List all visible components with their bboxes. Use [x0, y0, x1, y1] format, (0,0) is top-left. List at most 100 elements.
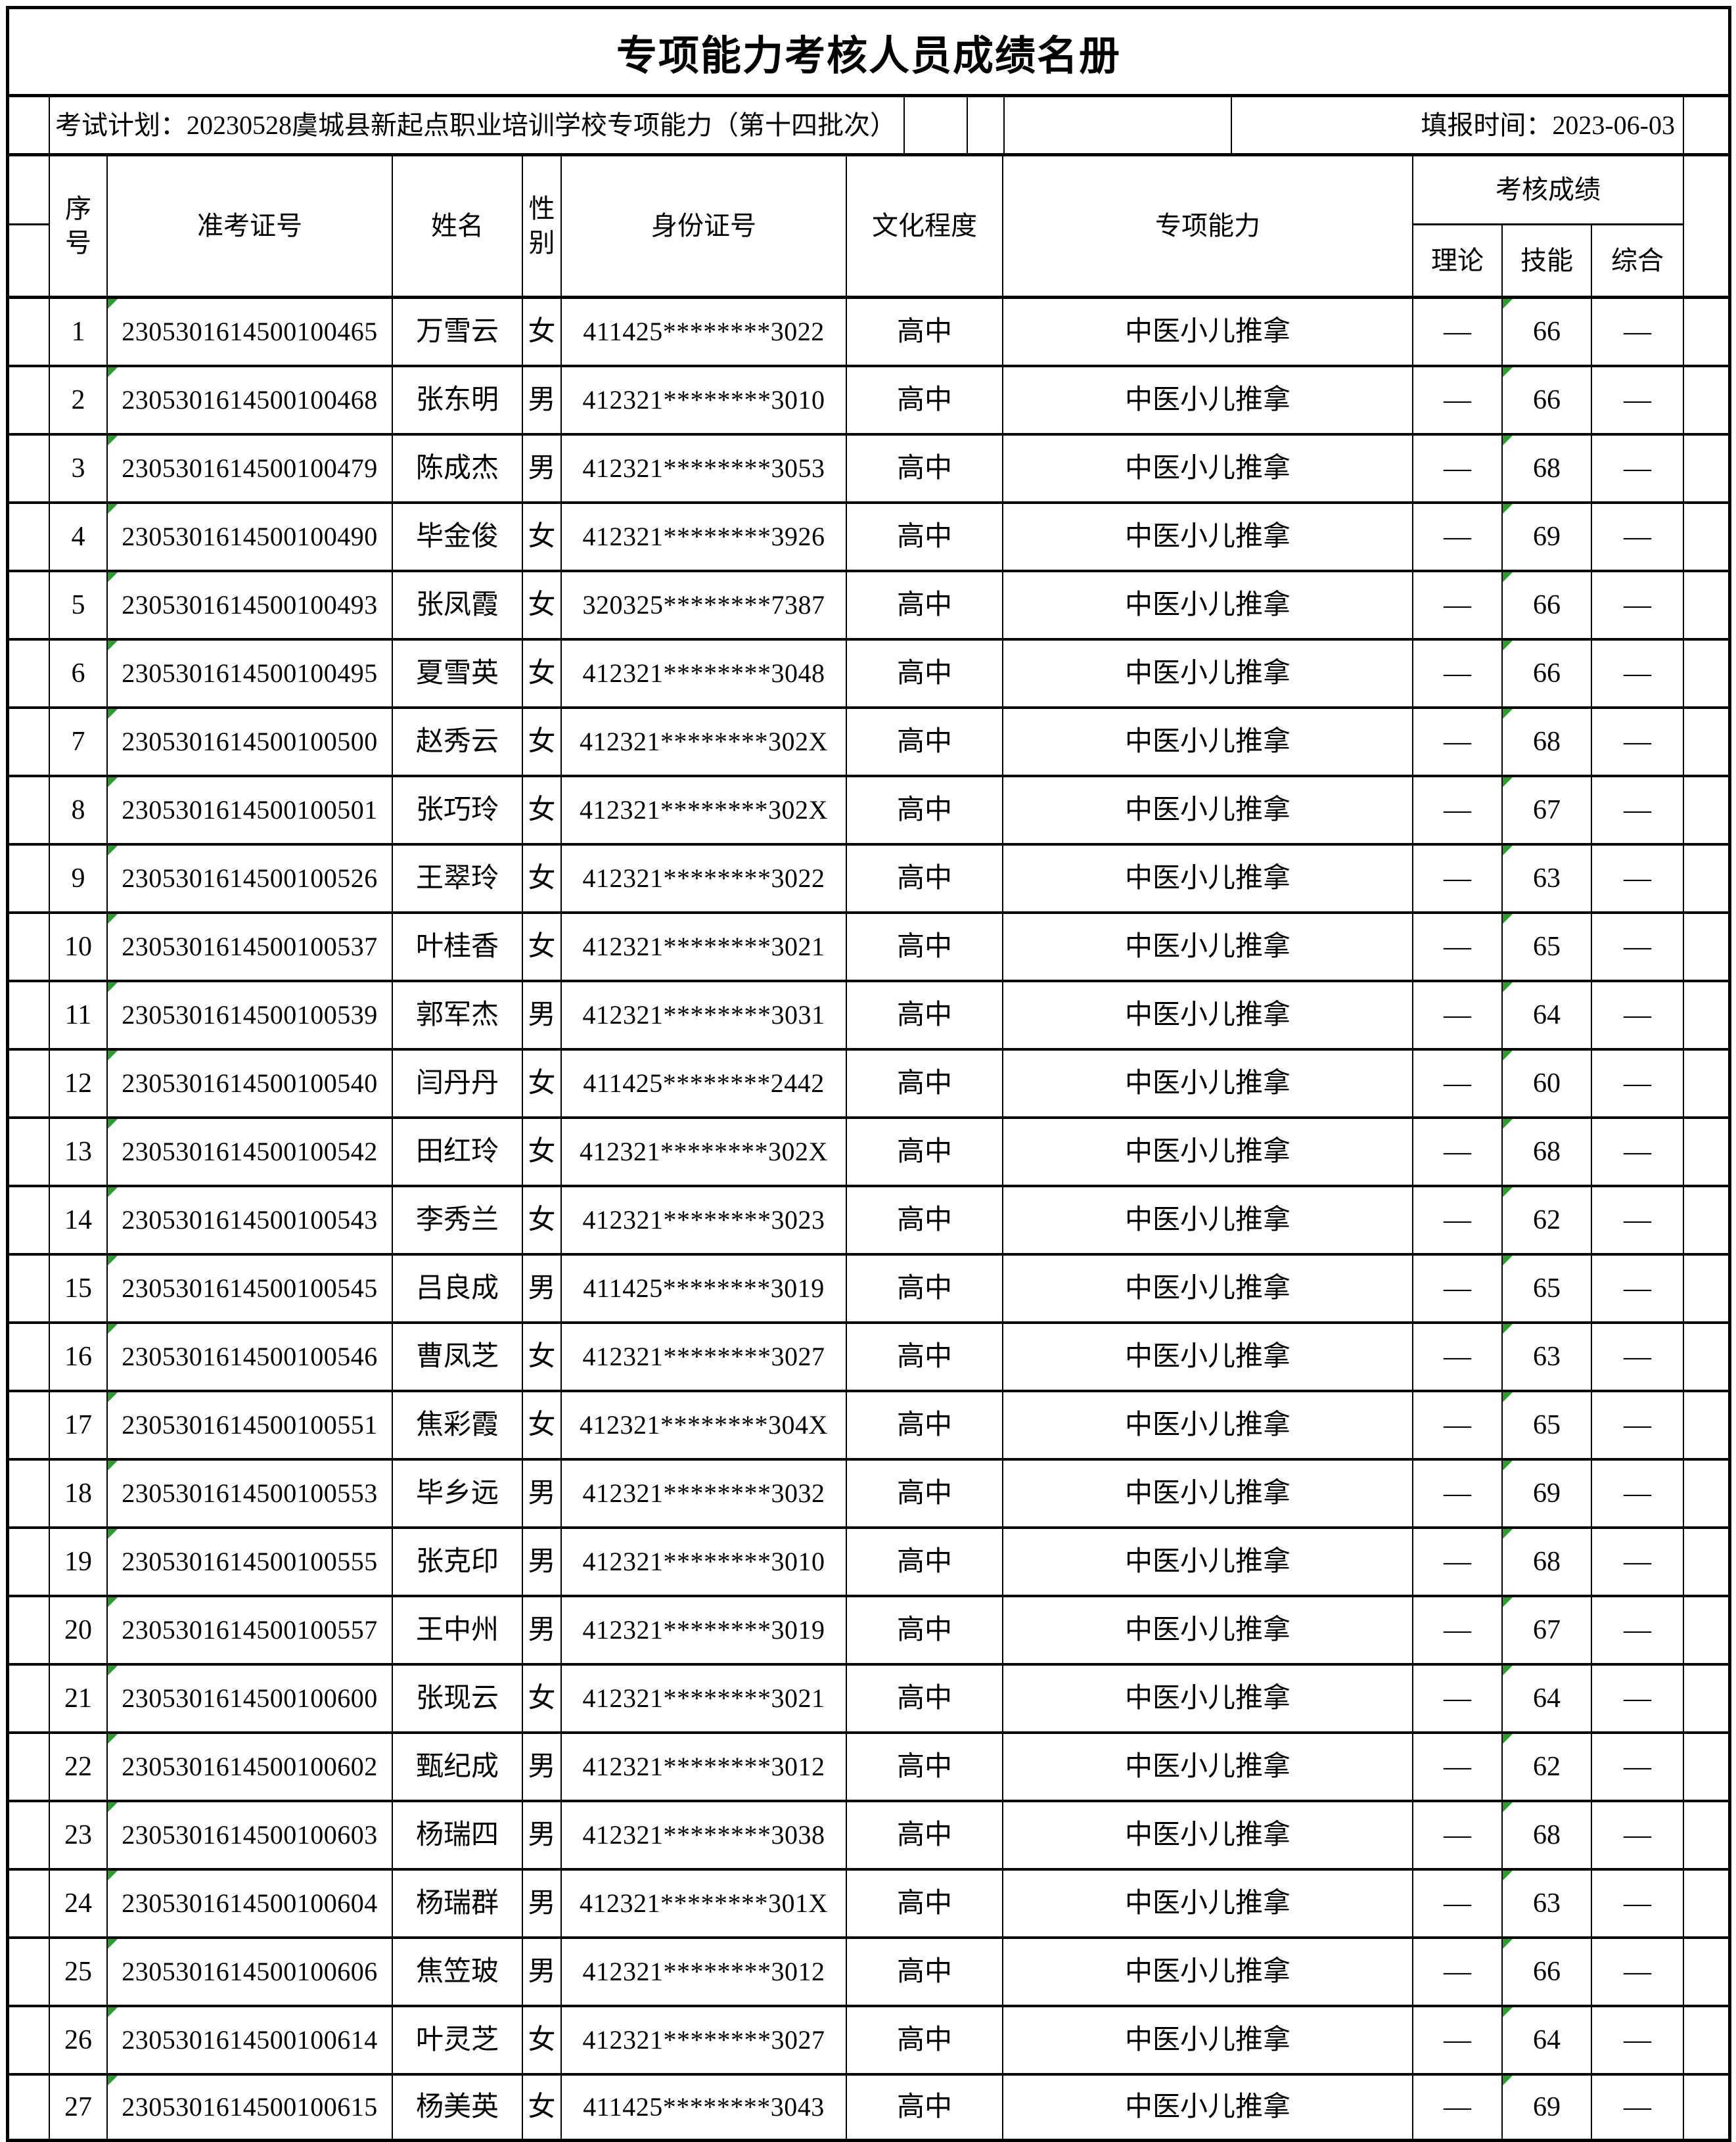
cell-education: 高中 [847, 1392, 1003, 1458]
cell-comprehensive-score: — [1592, 436, 1684, 501]
header-right-gutter [1684, 156, 1728, 296]
cell-theory-score: — [1413, 504, 1503, 570]
cell-corner-marker-icon [1503, 1734, 1513, 1744]
header-row: 序号 准考证号 姓名 性别 身份证号 文化程度 专项能力 考核成绩 理论 技能 … [9, 156, 1728, 299]
row-left-gutter-cell [9, 2007, 50, 2073]
header-ticket: 准考证号 [108, 156, 393, 296]
cell-education: 高中 [847, 1939, 1003, 2005]
cell-theory-score: — [1413, 1187, 1503, 1253]
cell-ticket: 2305301614500100615 [108, 2076, 393, 2139]
cell-education: 高中 [847, 1187, 1003, 1253]
cell-theory-score: — [1413, 1666, 1503, 1731]
cell-ticket: 2305301614500100479 [108, 436, 393, 501]
cell-gender: 女 [523, 777, 562, 843]
cell-name: 叶桂香 [393, 914, 523, 980]
cell-gender: 女 [523, 1666, 562, 1731]
cell-corner-marker-icon [108, 1734, 118, 1744]
cell-skill-score: 66 [1503, 1939, 1592, 2005]
cell-name: 焦笠玻 [393, 1939, 523, 2005]
cell-corner-marker-icon [108, 1461, 118, 1470]
cell-seq: 2 [50, 367, 108, 433]
cell-idcard: 411425********2442 [562, 1051, 847, 1116]
cell-gender: 男 [523, 1871, 562, 1936]
header-score-group: 考核成绩 [1413, 156, 1684, 225]
cell-skill-score: 67 [1503, 777, 1592, 843]
cell-seq: 15 [50, 1256, 108, 1321]
cell-corner-marker-icon [1503, 709, 1513, 719]
cell-education: 高中 [847, 914, 1003, 980]
row-left-gutter-cell [9, 1734, 50, 1800]
cell-ability: 中医小儿推拿 [1003, 299, 1413, 365]
table-row: 25 2305301614500100606 焦笠玻 男 412321*****… [9, 1939, 1728, 2007]
cell-education: 高中 [847, 1666, 1003, 1731]
cell-education: 高中 [847, 1734, 1003, 1800]
cell-seq: 7 [50, 709, 108, 775]
row-right-gutter-cell [1684, 572, 1728, 638]
cell-seq: 16 [50, 1324, 108, 1390]
table-row: 6 2305301614500100495 夏雪英 女 412321******… [9, 641, 1728, 709]
cell-comprehensive-score: — [1592, 2076, 1684, 2139]
cell-skill-score: 65 [1503, 1256, 1592, 1321]
cell-corner-marker-icon [1503, 504, 1513, 514]
row-right-gutter-cell [1684, 1734, 1728, 1800]
cell-gender: 女 [523, 572, 562, 638]
cell-ticket: 2305301614500100537 [108, 914, 393, 980]
cell-ability: 中医小儿推拿 [1003, 982, 1413, 1048]
cell-ability: 中医小儿推拿 [1003, 1666, 1413, 1731]
row-left-gutter-cell [9, 1939, 50, 2005]
cell-name: 王中州 [393, 1597, 523, 1663]
cell-theory-score: — [1413, 1256, 1503, 1321]
table-row: 2 2305301614500100468 张东明 男 412321******… [9, 367, 1728, 436]
table-row: 27 2305301614500100615 杨美英 女 411425*****… [9, 2076, 1728, 2139]
row-left-gutter-cell [9, 982, 50, 1048]
cell-idcard: 411425********3043 [562, 2076, 847, 2139]
cell-name: 毕乡远 [393, 1461, 523, 1526]
cell-corner-marker-icon [1503, 2007, 1513, 2017]
cell-education: 高中 [847, 1461, 1003, 1526]
header-seq: 序号 [50, 156, 108, 296]
cell-idcard: 412321********302X [562, 709, 847, 775]
row-left-gutter-cell [9, 572, 50, 638]
cell-gender: 男 [523, 1597, 562, 1663]
table-row: 3 2305301614500100479 陈成杰 男 412321******… [9, 436, 1728, 504]
table-row: 15 2305301614500100545 吕良成 男 411425*****… [9, 1256, 1728, 1324]
cell-comprehensive-score: — [1592, 367, 1684, 433]
cell-ticket: 2305301614500100546 [108, 1324, 393, 1390]
cell-theory-score: — [1413, 1324, 1503, 1390]
cell-education: 高中 [847, 1597, 1003, 1663]
row-right-gutter-cell [1684, 504, 1728, 570]
cell-skill-score: 67 [1503, 1597, 1592, 1663]
cell-ticket: 2305301614500100557 [108, 1597, 393, 1663]
cell-theory-score: — [1413, 367, 1503, 433]
cell-name: 郭军杰 [393, 982, 523, 1048]
cell-theory-score: — [1413, 1051, 1503, 1116]
report-time-label: 填报时间：2023-06-03 [1232, 97, 1684, 153]
cell-ticket: 2305301614500100540 [108, 1051, 393, 1116]
cell-skill-score: 63 [1503, 1324, 1592, 1390]
cell-ability: 中医小儿推拿 [1003, 1392, 1413, 1458]
cell-skill-score: 69 [1503, 504, 1592, 570]
cell-idcard: 412321********302X [562, 777, 847, 843]
cell-ticket: 2305301614500100542 [108, 1119, 393, 1185]
cell-ticket: 2305301614500100606 [108, 1939, 393, 2005]
row-left-gutter-cell [9, 1529, 50, 1595]
table-row: 17 2305301614500100551 焦彩霞 女 412321*****… [9, 1392, 1728, 1461]
cell-skill-score: 64 [1503, 1666, 1592, 1731]
cell-corner-marker-icon [1503, 914, 1513, 924]
table-row: 20 2305301614500100557 王中州 男 412321*****… [9, 1597, 1728, 1666]
cell-corner-marker-icon [108, 777, 118, 787]
cell-comprehensive-score: — [1592, 1802, 1684, 1868]
cell-ticket: 2305301614500100603 [108, 1802, 393, 1868]
cell-corner-marker-icon [1503, 1597, 1513, 1607]
cell-theory-score: — [1413, 2007, 1503, 2073]
cell-education: 高中 [847, 641, 1003, 706]
cell-ability: 中医小儿推拿 [1003, 1939, 1413, 2005]
cell-gender: 男 [523, 982, 562, 1048]
cell-corner-marker-icon [1503, 1119, 1513, 1129]
row-right-gutter-cell [1684, 1461, 1728, 1526]
cell-name: 夏雪英 [393, 641, 523, 706]
cell-gender: 男 [523, 1529, 562, 1595]
cell-corner-marker-icon [1503, 299, 1513, 309]
cell-corner-marker-icon [108, 914, 118, 924]
cell-comprehensive-score: — [1592, 1119, 1684, 1185]
